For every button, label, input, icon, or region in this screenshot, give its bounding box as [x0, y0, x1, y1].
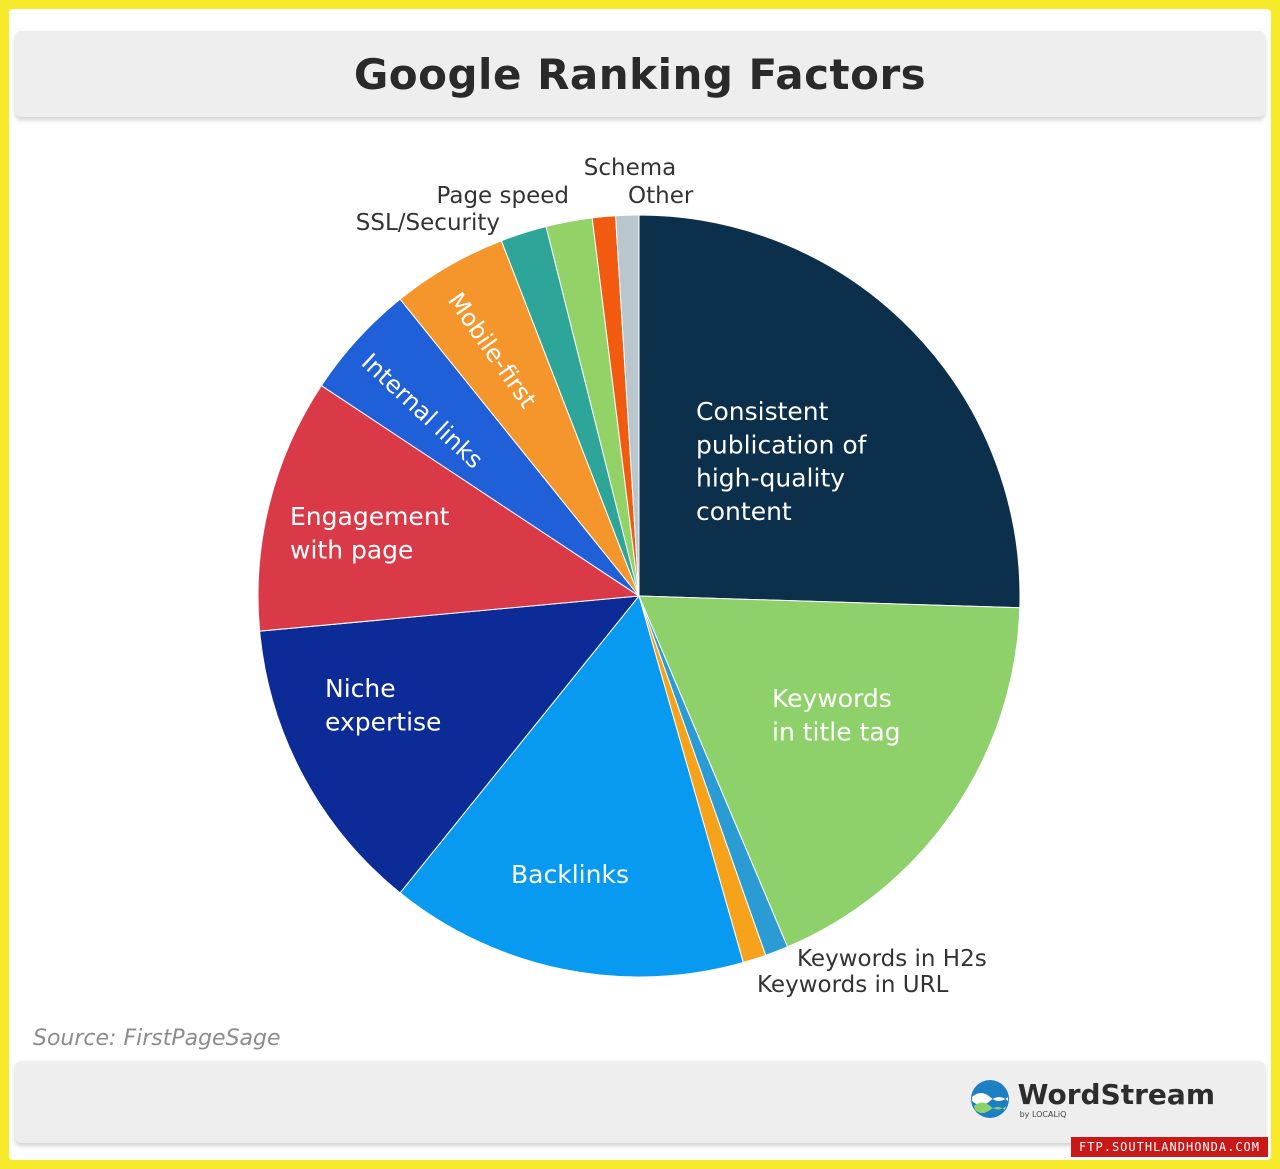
pie-slice — [259, 595, 641, 894]
pie-slice — [399, 594, 744, 978]
slice-label: Page speed — [437, 183, 569, 209]
slice-label: Niche expertise — [325, 674, 441, 736]
wordstream-wave-icon — [970, 1080, 1009, 1118]
watermark: FTP.SOUTHLANDHONDA.COM — [1071, 1137, 1268, 1157]
slice-label: Engagement with page — [290, 502, 450, 564]
pie-slice — [638, 214, 1021, 609]
pie-slice — [638, 595, 1021, 948]
slice-label: Other — [628, 183, 694, 209]
slice-label: Schema — [584, 155, 676, 181]
pie-slice — [615, 214, 640, 597]
slice-label: SSL/Security — [356, 210, 500, 236]
wordstream-logo: WordStream by LOCALiQ — [970, 1079, 1215, 1119]
title-bar: Google Ranking Factors — [15, 31, 1265, 117]
brand-name: WordStream — [1017, 1077, 1215, 1111]
slice-label: Backlinks — [511, 860, 629, 889]
slice-label: Consistent publication of high-quality cont… — [696, 397, 868, 526]
chart-title: Google Ranking Factors — [353, 49, 927, 99]
slice-label: Keywords in URL — [757, 972, 949, 998]
source-note: Source: FirstPageSage — [33, 1026, 281, 1051]
brand-subtitle: by LOCALiQ — [1019, 1109, 1067, 1119]
footer-bar: WordStream by LOCALiQ — [15, 1061, 1265, 1143]
pie-slice — [257, 384, 641, 632]
slice-label: Keywords in H2s — [797, 946, 987, 972]
slice-label: Keywords in title tag — [772, 684, 901, 746]
